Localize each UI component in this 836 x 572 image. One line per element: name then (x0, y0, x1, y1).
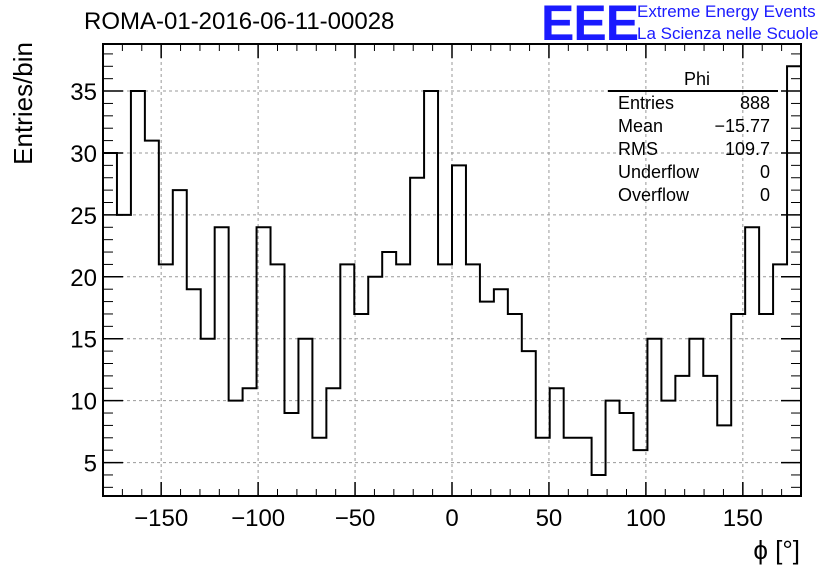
stats-value: 0 (759, 185, 770, 205)
y-tick-label: 15 (70, 327, 97, 354)
x-tick-label: 100 (626, 505, 666, 532)
y-tick-label: 20 (70, 265, 97, 292)
x-tick-label: 0 (445, 505, 458, 532)
y-tick-label: 5 (84, 451, 97, 478)
tick-labels: −150 −100 −50 0 50 100 150 5 10 15 20 25 30 35 (70, 79, 763, 532)
y-axis-label: Entries/bin (8, 42, 38, 165)
y-tick-label: 30 (70, 141, 97, 168)
stats-label: Underflow (618, 162, 700, 182)
stats-label: RMS (618, 139, 658, 159)
x-tick-label: −50 (335, 505, 376, 532)
stats-row-mean: Mean −15.77 (608, 115, 778, 138)
stats-row-overflow: Overflow 0 (608, 184, 778, 207)
stats-value: 109.7 (724, 139, 770, 159)
x-tick-label: 50 (536, 505, 563, 532)
eee-logo: EEE (541, 0, 639, 51)
stats-row-rms: RMS 109.7 (608, 138, 778, 161)
stats-label: Entries (618, 93, 675, 113)
run-title: ROMA-01-2016-06-11-00028 (84, 8, 395, 35)
stats-label: Mean (618, 116, 664, 136)
x-tick-label: −150 (134, 505, 188, 532)
x-axis-label: ϕ [°] (753, 535, 800, 565)
logo-tagline-1: Extreme Energy Events (637, 2, 816, 21)
stats-row-entries: Entries 888 (608, 92, 778, 115)
stats-value: 0 (759, 162, 770, 182)
histogram-series (102, 65, 802, 496)
stats-value: 888 (739, 93, 770, 113)
x-tick-label: 150 (723, 505, 763, 532)
y-tick-label: 35 (70, 79, 97, 106)
stats-row-underflow: Underflow 0 (608, 161, 778, 184)
y-tick-label: 10 (70, 389, 97, 416)
stats-label: Overflow (618, 185, 690, 205)
stats-value: −15.77 (714, 116, 770, 136)
stats-title: Phi (608, 68, 778, 92)
x-tick-label: −100 (231, 505, 285, 532)
stats-box: Phi Entries 888 Mean −15.77 RMS 109.7 Un… (608, 68, 778, 207)
logo-tagline-2: La Scienza nelle Scuole (637, 24, 819, 43)
y-tick-label: 25 (70, 203, 97, 230)
tick-marks (103, 44, 801, 496)
